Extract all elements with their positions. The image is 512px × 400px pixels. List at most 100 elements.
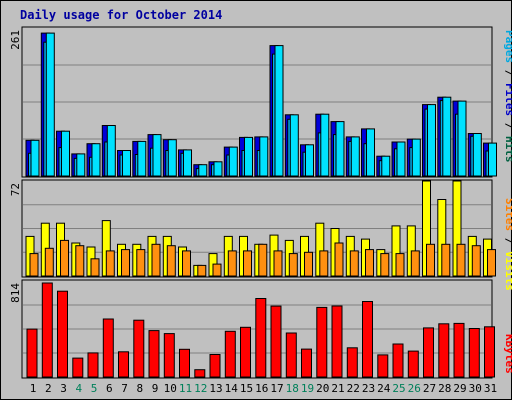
x-tick-label-day-22: 22: [347, 382, 360, 395]
bar-sites-day-28: [441, 243, 451, 277]
legend-sep-1: /: [503, 63, 512, 83]
bar-sites-day-19: [304, 251, 313, 277]
x-tick-label-day-9: 9: [152, 382, 159, 395]
x-tick-label-day-15: 15: [240, 382, 253, 395]
bar-pages-day-5: [91, 143, 101, 177]
bar-kbytes-day-11: [179, 348, 190, 378]
bar-kbytes-day-28: [438, 323, 450, 378]
bar-pages-day-31: [488, 142, 497, 177]
bar-pages-day-20: [320, 113, 330, 177]
bar-sites-day-4: [75, 245, 85, 277]
bar-kbytes-day-24: [377, 354, 389, 378]
x-tick-label-day-1: 1: [30, 382, 37, 395]
x-tick-label-day-3: 3: [60, 382, 67, 395]
bar-pages-day-23: [366, 128, 375, 177]
bar-kbytes-day-15: [240, 326, 251, 378]
bar-pages-day-30: [472, 133, 482, 177]
bar-pages-day-11: [183, 149, 192, 177]
bar-sites-day-9: [151, 243, 161, 277]
x-tick-label-day-19: 19: [301, 382, 314, 395]
bar-kbytes-day-18: [285, 332, 297, 378]
bar-sites-day-10: [166, 245, 176, 277]
x-tick-label-day-24: 24: [377, 382, 391, 395]
x-tick-label-day-20: 20: [316, 382, 329, 395]
x-axis-labels: 1 2 3 4 5 6 7 8 9 10 11 12 13 14 15 16 17 18 19 20 21 22 23 24 2…: [30, 382, 497, 395]
bar-kbytes-day-31: [484, 326, 495, 378]
legend-kbytes: KBytes: [503, 334, 512, 374]
x-tick-label-day-31: 31: [484, 382, 497, 395]
bar-sites-day-13: [212, 263, 222, 277]
bar-kbytes-day-21: [331, 305, 343, 378]
bar-sites-day-18: [288, 253, 298, 277]
legend-pages: Pages: [503, 30, 512, 63]
bar-kbytes-day-12: [194, 369, 206, 378]
bar-sites-day-12: [197, 264, 207, 277]
bar-pages-day-6: [106, 125, 116, 177]
x-tick-label-day-29: 29: [453, 382, 466, 395]
max-label-kbytes: 814: [9, 283, 22, 303]
bar-pages-day-29: [457, 100, 467, 177]
x-tick-label-day-27: 27: [423, 382, 436, 395]
bar-kbytes-day-22: [346, 347, 358, 378]
legend-sep-2: /: [503, 116, 512, 136]
bar-sites-day-30: [471, 245, 481, 277]
max-label-hits: 261: [9, 30, 22, 50]
bar-pages-day-4: [76, 153, 86, 177]
legend-visits: Visits: [503, 251, 512, 291]
bar-pages-day-24: [381, 155, 391, 177]
bar-sites-day-14: [227, 250, 237, 277]
bar-kbytes-day-3: [57, 290, 68, 378]
x-tick-label-day-10: 10: [164, 382, 177, 395]
bar-kbytes-day-7: [118, 351, 129, 378]
bar-pages-day-28: [442, 96, 452, 177]
bar-sites-day-31: [487, 249, 496, 277]
bar-sites-day-17: [273, 250, 283, 277]
bar-kbytes-day-1: [26, 328, 38, 378]
x-tick-label-day-7: 7: [121, 382, 128, 395]
bar-pages-day-9: [152, 134, 162, 177]
x-tick-label-day-8: 8: [136, 382, 143, 395]
x-tick-label-day-25: 25: [392, 382, 405, 395]
x-tick-label-day-13: 13: [209, 382, 222, 395]
bar-pages-day-16: [259, 136, 269, 177]
bar-pages-day-18: [289, 114, 299, 177]
bar-kbytes-day-19: [301, 348, 312, 378]
x-tick-label-day-4: 4: [75, 382, 82, 395]
bar-pages-day-8: [137, 140, 147, 177]
bar-sites-day-2: [44, 247, 54, 277]
bar-kbytes-day-10: [163, 333, 175, 378]
bar-sites-day-11: [182, 250, 191, 277]
bar-sites-day-1: [29, 253, 39, 277]
bar-pages-day-3: [61, 130, 70, 177]
legend-bot: KBytes: [503, 334, 512, 374]
bar-kbytes-day-9: [148, 330, 160, 378]
bar-kbytes-day-20: [316, 306, 328, 378]
bar-kbytes-day-8: [133, 319, 145, 378]
bar-kbytes-day-30: [468, 328, 480, 378]
bar-kbytes-day-6: [102, 318, 114, 378]
x-tick-label-day-16: 16: [255, 382, 268, 395]
bar-pages-day-27: [427, 104, 436, 177]
bar-sites-day-20: [319, 250, 329, 277]
bar-sites-day-21: [334, 242, 344, 277]
bar-pages-day-21: [335, 121, 345, 177]
bar-pages-day-12: [198, 164, 208, 177]
bar-kbytes-day-4: [72, 357, 84, 378]
bar-kbytes-day-23: [362, 301, 373, 378]
legend-sep-3: /: [503, 231, 512, 251]
bar-pages-day-14: [228, 146, 238, 177]
bar-kbytes-day-2: [41, 282, 53, 378]
bar-sites-day-24: [380, 253, 390, 277]
bar-kbytes-day-5: [87, 352, 99, 378]
bar-sites-day-27: [426, 243, 435, 277]
x-tick-label-day-14: 14: [225, 382, 239, 395]
bar-kbytes-day-25: [392, 343, 404, 378]
x-tick-label-day-5: 5: [91, 382, 98, 395]
bar-kbytes-day-13: [209, 354, 221, 378]
legend-hits: Hits: [503, 136, 512, 163]
chart-bars: [23, 32, 497, 378]
x-tick-label-day-18: 18: [286, 382, 299, 395]
legend-files: Files: [503, 83, 512, 116]
bar-sites-day-22: [349, 250, 359, 277]
